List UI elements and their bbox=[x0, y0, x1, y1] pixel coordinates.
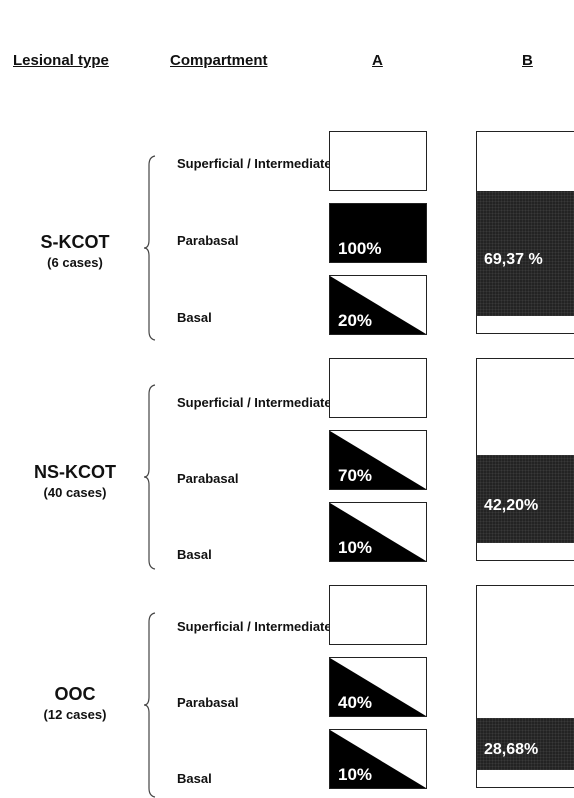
a-box-basal: 20% bbox=[329, 275, 427, 335]
lesion-name: OOC bbox=[54, 684, 96, 704]
lesion-name: S-KCOT bbox=[40, 232, 110, 252]
curly-brace bbox=[143, 612, 156, 798]
column-a-header: A bbox=[372, 52, 383, 69]
compartment-superficial: Superficial / Intermediate bbox=[177, 395, 332, 410]
compartment-header: Compartment bbox=[170, 52, 268, 69]
lesion-group-label: OOC (12 cases) bbox=[20, 684, 130, 722]
case-count: (12 cases) bbox=[43, 707, 107, 722]
b-fill-region bbox=[477, 455, 574, 543]
a-percentage: 70% bbox=[338, 466, 373, 485]
lesion-group-label: S-KCOT (6 cases) bbox=[20, 232, 130, 270]
b-box: 42,20% bbox=[476, 358, 574, 561]
b-box: 69,37 % bbox=[476, 131, 574, 334]
a-box-superficial bbox=[329, 585, 427, 645]
lesion-name: NS-KCOT bbox=[34, 462, 116, 482]
b-percentage: 42,20% bbox=[484, 497, 539, 514]
a-percentage: 20% bbox=[338, 311, 373, 330]
b-percentage: 69,37 % bbox=[484, 251, 543, 268]
b-box: 28,68% bbox=[476, 585, 574, 788]
compartment-parabasal: Parabasal bbox=[177, 695, 239, 710]
compartment-superficial: Superficial / Intermediate bbox=[177, 619, 332, 634]
a-percentage: 100% bbox=[338, 239, 382, 258]
b-fill-region bbox=[477, 718, 574, 770]
b-percentage: 28,68% bbox=[484, 741, 539, 758]
a-box-parabasal: 70% bbox=[329, 430, 427, 490]
compartment-basal: Basal bbox=[177, 771, 212, 786]
curly-brace bbox=[143, 155, 156, 341]
a-box-parabasal: 40% bbox=[329, 657, 427, 717]
diagonal-fill bbox=[330, 730, 426, 788]
case-count: (40 cases) bbox=[43, 485, 107, 500]
a-percentage: 10% bbox=[338, 765, 373, 784]
a-box-superficial bbox=[329, 358, 427, 418]
a-percentage: 10% bbox=[338, 538, 373, 557]
compartment-parabasal: Parabasal bbox=[177, 471, 239, 486]
a-box-basal: 10% bbox=[329, 502, 427, 562]
a-percentage: 40% bbox=[338, 693, 373, 712]
curly-brace bbox=[143, 384, 156, 570]
b-fill-region bbox=[477, 191, 574, 316]
a-box-superficial bbox=[329, 131, 427, 191]
compartment-superficial: Superficial / Intermediate bbox=[177, 156, 332, 171]
lesion-group-label: NS-KCOT (40 cases) bbox=[20, 462, 130, 500]
diagonal-fill bbox=[330, 658, 426, 716]
column-b-header: B bbox=[522, 52, 533, 69]
case-count: (6 cases) bbox=[47, 255, 103, 270]
diagonal-fill bbox=[330, 276, 426, 334]
compartment-parabasal: Parabasal bbox=[177, 233, 239, 248]
compartment-basal: Basal bbox=[177, 310, 212, 325]
a-box-basal: 10% bbox=[329, 729, 427, 789]
lesional-type-header: Lesional type bbox=[13, 52, 109, 69]
diagonal-fill bbox=[330, 431, 426, 489]
a-box-parabasal: 100% bbox=[329, 203, 427, 263]
diagonal-fill bbox=[330, 503, 426, 561]
compartment-basal: Basal bbox=[177, 547, 212, 562]
